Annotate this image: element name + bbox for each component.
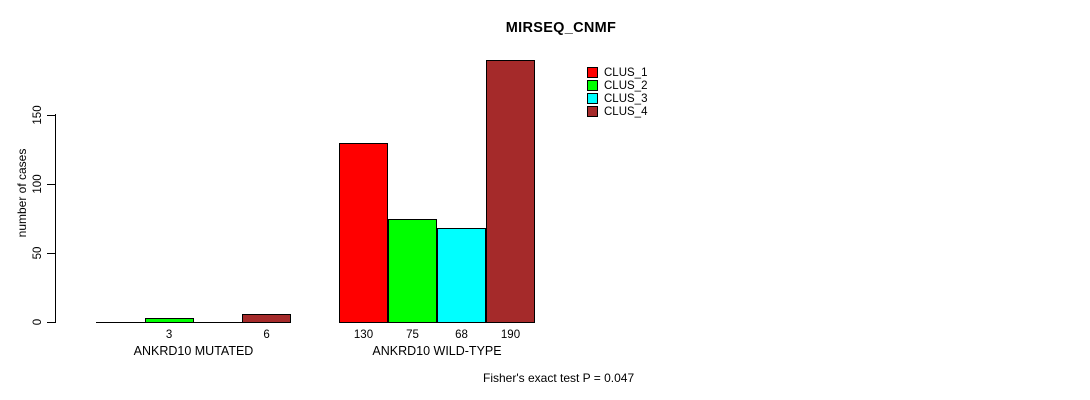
x-category-label: ANKRD10 WILD-TYPE (372, 344, 502, 358)
legend-item-clus_2: CLUS_2 (587, 79, 647, 92)
bar-value-label: 75 (406, 329, 419, 341)
legend-swatch-clus_3 (587, 93, 598, 104)
y-axis-tick-label: 150 (32, 105, 44, 125)
y-axis-tick-label: 50 (32, 246, 44, 260)
legend-item-clus_1: CLUS_1 (587, 66, 647, 79)
legend-swatch-clus_1 (587, 67, 598, 78)
legend-item-clus_3: CLUS_3 (587, 92, 647, 105)
y-axis-tick (47, 184, 55, 185)
bar-clus_4-wild-type (486, 60, 535, 323)
legend-label: CLUS_2 (604, 79, 648, 92)
bar-value-label: 190 (500, 329, 521, 341)
legend-label: CLUS_1 (604, 66, 648, 79)
y-axis-line (55, 114, 56, 323)
bar-clus_3-mutated (193, 322, 243, 323)
y-axis-tick (47, 253, 55, 254)
bar-value-label: 68 (455, 329, 468, 341)
bar-clus_2-mutated (144, 318, 194, 323)
bar-value-label: 130 (353, 329, 374, 341)
legend-swatch-clus_2 (587, 80, 598, 91)
x-category-label: ANKRD10 MUTATED (133, 344, 254, 358)
legend-label: CLUS_3 (604, 92, 648, 105)
bar-value-label: 6 (263, 329, 270, 341)
bar-clus_2-wild-type (388, 219, 437, 323)
y-axis-tick (47, 322, 55, 323)
y-axis-tick-label: 100 (32, 174, 44, 194)
bar-clus_3-wild-type (437, 228, 486, 323)
legend-label: CLUS_4 (604, 105, 648, 118)
y-axis-label: number of cases (15, 148, 29, 238)
bar-value-label: 3 (165, 329, 173, 341)
y-axis-tick-label: 0 (32, 318, 44, 326)
chart-title: MIRSEQ_CNMF (505, 20, 617, 36)
bar-clus_4-mutated (242, 314, 291, 323)
fisher-test-annotation: Fisher's exact test P = 0.047 (483, 371, 635, 385)
bar-clus_1-wild-type (339, 143, 388, 323)
bar-clus_1-mutated (96, 322, 145, 323)
y-axis-tick (47, 115, 55, 116)
legend-item-clus_4: CLUS_4 (587, 105, 647, 118)
legend-swatch-clus_4 (587, 106, 598, 117)
